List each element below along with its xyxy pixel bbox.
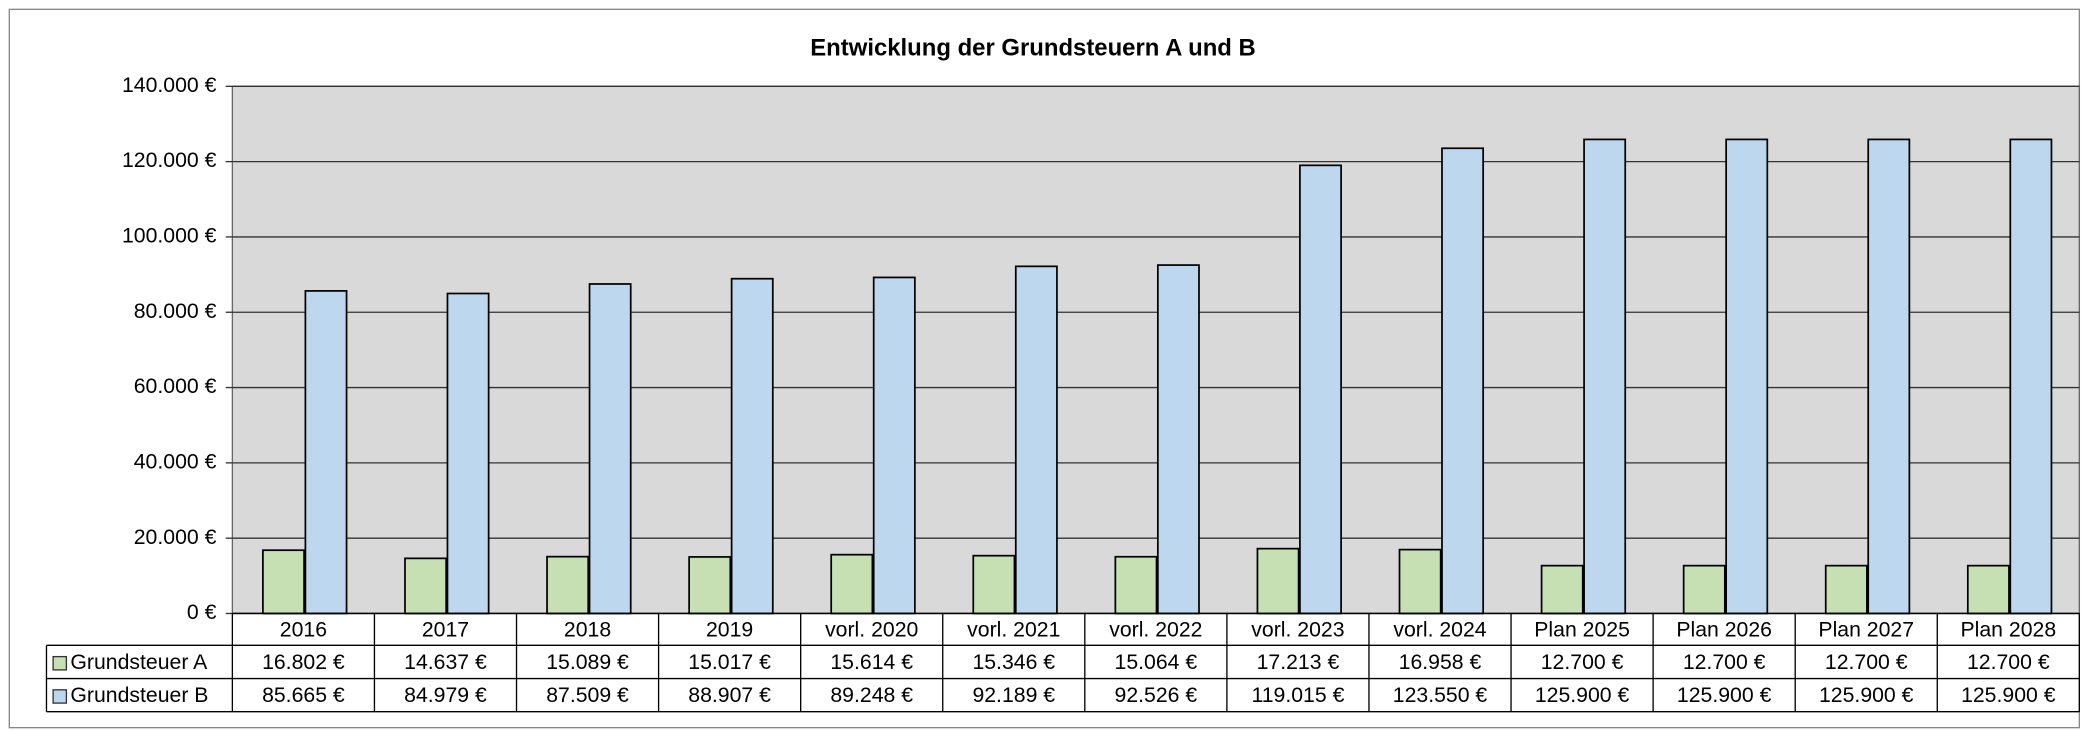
- x-tick-label: 2019: [706, 617, 753, 641]
- data-label: 125.900 €: [1961, 683, 2056, 707]
- bar: [1540, 564, 1584, 615]
- x-tick-label: Plan 2027: [1818, 617, 1914, 641]
- y-tick-label: 100.000 €: [122, 224, 217, 248]
- x-tick-label: Plan 2028: [1960, 617, 2056, 641]
- data-label: 125.900 €: [1535, 683, 1630, 707]
- data-label: 16.958 €: [1399, 650, 1482, 674]
- legend-swatch: [52, 689, 68, 704]
- data-label: 125.900 €: [1819, 683, 1914, 707]
- x-tick-label: 2016: [280, 617, 327, 641]
- data-label: 14.637 €: [404, 650, 487, 674]
- bar: [1256, 547, 1300, 615]
- bar: [972, 554, 1016, 615]
- bar: [2009, 138, 2053, 615]
- bar: [588, 283, 632, 615]
- bar: [830, 553, 874, 615]
- bar: [1966, 564, 2010, 615]
- data-label: 12.700 €: [1967, 650, 2050, 674]
- bar: [1824, 564, 1868, 615]
- bar: [1583, 138, 1627, 615]
- y-tick-label: 80.000 €: [134, 299, 217, 323]
- data-label: 85.665 €: [262, 683, 345, 707]
- data-label: 12.700 €: [1825, 650, 1908, 674]
- x-tick-label: 2018: [564, 617, 611, 641]
- data-label: 88.907 €: [688, 683, 771, 707]
- bar: [262, 549, 305, 615]
- y-tick-label: 60.000 €: [134, 374, 217, 398]
- bar: [446, 292, 490, 615]
- bar: [304, 290, 348, 615]
- bar: [1682, 564, 1726, 615]
- data-label: 15.614 €: [830, 650, 913, 674]
- bar: [1441, 147, 1485, 615]
- data-label: 17.213 €: [1257, 650, 1340, 674]
- y-tick-label: 120.000 €: [122, 148, 217, 172]
- bar: [1156, 264, 1200, 615]
- bar: [404, 557, 448, 615]
- data-label: 123.550 €: [1393, 683, 1488, 707]
- bar: [1114, 555, 1158, 615]
- legend-swatch: [52, 655, 68, 671]
- data-label: 87.509 €: [546, 683, 629, 707]
- data-label: 15.064 €: [1115, 650, 1198, 674]
- plot-area: [231, 85, 2081, 615]
- x-tick-label: vorl. 2024: [1393, 617, 1486, 641]
- bar: [546, 555, 590, 615]
- x-tick-label: 2017: [422, 617, 469, 641]
- y-tick-label: 20.000 €: [134, 525, 217, 549]
- data-label: 15.017 €: [688, 650, 771, 674]
- bar: [730, 277, 774, 615]
- data-label: 15.346 €: [972, 650, 1055, 674]
- data-label: 92.526 €: [1115, 683, 1198, 707]
- data-label: 12.700 €: [1683, 650, 1766, 674]
- bar: [688, 556, 732, 615]
- y-tick-label: 0 €: [187, 600, 217, 624]
- bar: [1398, 548, 1442, 615]
- data-label: 12.700 €: [1541, 650, 1624, 674]
- x-tick-label: vorl. 2022: [1109, 617, 1202, 641]
- y-tick-label: 40.000 €: [134, 449, 217, 473]
- chart-title: Entwicklung der Grundsteuern A und B: [810, 34, 1256, 61]
- x-tick-label: Plan 2025: [1534, 617, 1630, 641]
- bar: [1867, 138, 1911, 615]
- data-label: 16.802 €: [262, 650, 345, 674]
- bar: [1299, 164, 1342, 615]
- x-tick-label: vorl. 2023: [1251, 617, 1344, 641]
- legend-label: Grundsteuer A: [70, 650, 208, 674]
- data-label: 84.979 €: [404, 683, 487, 707]
- x-tick-label: vorl. 2021: [967, 617, 1060, 641]
- data-label: 125.900 €: [1677, 683, 1772, 707]
- data-label: 89.248 €: [830, 683, 913, 707]
- bar: [1014, 265, 1058, 615]
- data-label: 92.189 €: [972, 683, 1055, 707]
- bar: [1725, 138, 1769, 615]
- data-label: 15.089 €: [546, 650, 629, 674]
- x-tick-label: vorl. 2020: [825, 617, 918, 641]
- x-tick-label: Plan 2026: [1676, 617, 1772, 641]
- bar: [872, 276, 916, 615]
- legend-label: Grundsteuer B: [70, 683, 208, 707]
- data-label: 119.015 €: [1251, 683, 1344, 707]
- y-tick-label: 140.000 €: [122, 73, 217, 97]
